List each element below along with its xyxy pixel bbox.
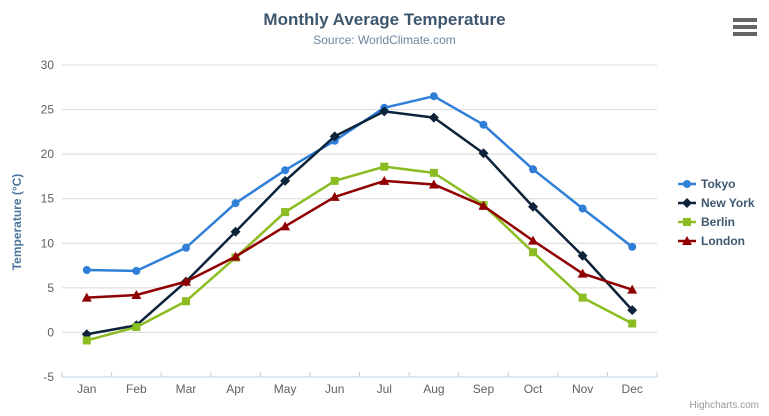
data-point-tokyo[interactable]	[479, 120, 488, 129]
data-point-berlin[interactable]	[380, 162, 389, 171]
y-axis-label: -5	[43, 370, 54, 384]
data-point-london[interactable]	[230, 251, 241, 261]
x-axis-label: Oct	[524, 382, 543, 396]
data-point-tokyo[interactable]	[628, 242, 637, 251]
x-axis-label: May	[274, 382, 297, 396]
x-axis-label: Sep	[473, 382, 495, 396]
legend-label: New York	[701, 195, 755, 210]
data-point-new-york[interactable]	[627, 305, 638, 316]
y-axis-title: Temperature (°C)	[10, 173, 24, 271]
data-point-tokyo[interactable]	[429, 92, 438, 101]
square-legend-marker-icon	[678, 217, 696, 226]
highcharts-credit[interactable]: Highcharts.com	[689, 400, 759, 411]
x-axis-label: Aug	[423, 382, 444, 396]
hamburger-menu-icon[interactable]	[733, 17, 757, 37]
x-axis-label: Nov	[572, 382, 593, 396]
x-axis-label: Feb	[126, 382, 147, 396]
x-axis-label: Jun	[325, 382, 344, 396]
legend-item-berlin[interactable]: Berlin	[678, 212, 755, 231]
data-point-berlin[interactable]	[82, 336, 91, 345]
data-point-london[interactable]	[180, 276, 191, 286]
y-axis-label: 20	[41, 147, 55, 161]
data-point-tokyo[interactable]	[578, 204, 587, 213]
menu-bar	[733, 25, 757, 29]
data-point-new-york[interactable]	[428, 112, 439, 123]
data-point-new-york[interactable]	[230, 226, 241, 237]
data-point-new-york[interactable]	[329, 131, 340, 142]
y-axis-label: 30	[41, 58, 55, 72]
data-point-new-york[interactable]	[577, 250, 588, 261]
x-axis-label: Jan	[77, 382, 96, 396]
data-point-london[interactable]	[131, 289, 142, 299]
circle-legend-marker-icon	[678, 179, 696, 188]
menu-bar	[733, 18, 757, 22]
x-axis-label: Jul	[377, 382, 392, 396]
series-line-london[interactable]	[85, 179, 634, 299]
legend-label: Tokyo	[701, 176, 736, 191]
chart-title: Monthly Average Temperature	[263, 10, 506, 29]
data-point-berlin[interactable]	[281, 208, 290, 217]
chart-subtitle: Source: WorldClimate.com	[313, 33, 456, 47]
data-point-berlin[interactable]	[628, 319, 637, 328]
data-point-berlin[interactable]	[330, 176, 339, 185]
y-axis-label: 15	[41, 192, 55, 206]
data-point-berlin[interactable]	[429, 168, 438, 177]
y-axis-label: 0	[47, 325, 54, 339]
menu-bar	[733, 32, 757, 36]
data-point-london[interactable]	[379, 175, 390, 185]
data-point-new-york[interactable]	[528, 201, 539, 212]
data-point-tokyo[interactable]	[529, 165, 538, 174]
x-axis-label: Dec	[622, 382, 643, 396]
data-point-new-york[interactable]	[379, 106, 390, 117]
data-point-berlin[interactable]	[132, 323, 141, 332]
y-axis-label: 25	[41, 103, 55, 117]
diamond-legend-marker-icon	[678, 197, 696, 208]
data-point-london[interactable]	[577, 268, 588, 278]
series-line-berlin[interactable]	[85, 165, 634, 342]
legend-item-london[interactable]: London	[678, 231, 755, 250]
legend-item-new-york[interactable]: New York	[678, 193, 755, 212]
data-point-tokyo[interactable]	[132, 266, 141, 275]
legend-item-tokyo[interactable]: Tokyo	[678, 174, 755, 193]
series-line-new-york[interactable]	[85, 110, 634, 336]
data-point-tokyo[interactable]	[281, 166, 290, 175]
series-line-tokyo[interactable]	[85, 94, 634, 273]
y-axis-label: 10	[41, 236, 55, 250]
data-point-london[interactable]	[329, 191, 340, 201]
data-point-london[interactable]	[478, 200, 489, 210]
data-point-tokyo[interactable]	[231, 199, 240, 208]
data-point-london[interactable]	[528, 235, 539, 245]
data-point-berlin[interactable]	[181, 297, 190, 306]
x-axis-label: Mar	[176, 382, 197, 396]
triangle-legend-marker-icon	[678, 235, 696, 245]
data-point-new-york[interactable]	[478, 148, 489, 159]
data-point-berlin[interactable]	[578, 293, 587, 302]
data-point-tokyo[interactable]	[82, 266, 91, 275]
legend: Tokyo New York Berlin London	[678, 174, 755, 250]
x-axis-label: Apr	[226, 382, 245, 396]
data-point-london[interactable]	[280, 221, 291, 231]
data-point-london[interactable]	[627, 284, 638, 294]
data-point-london[interactable]	[428, 179, 439, 189]
legend-label: London	[701, 233, 745, 248]
y-axis-label: 5	[47, 281, 54, 295]
data-point-london[interactable]	[81, 292, 92, 302]
legend-label: Berlin	[701, 214, 736, 229]
data-point-berlin[interactable]	[529, 248, 538, 257]
data-point-new-york[interactable]	[280, 175, 291, 186]
data-point-tokyo[interactable]	[181, 243, 190, 252]
